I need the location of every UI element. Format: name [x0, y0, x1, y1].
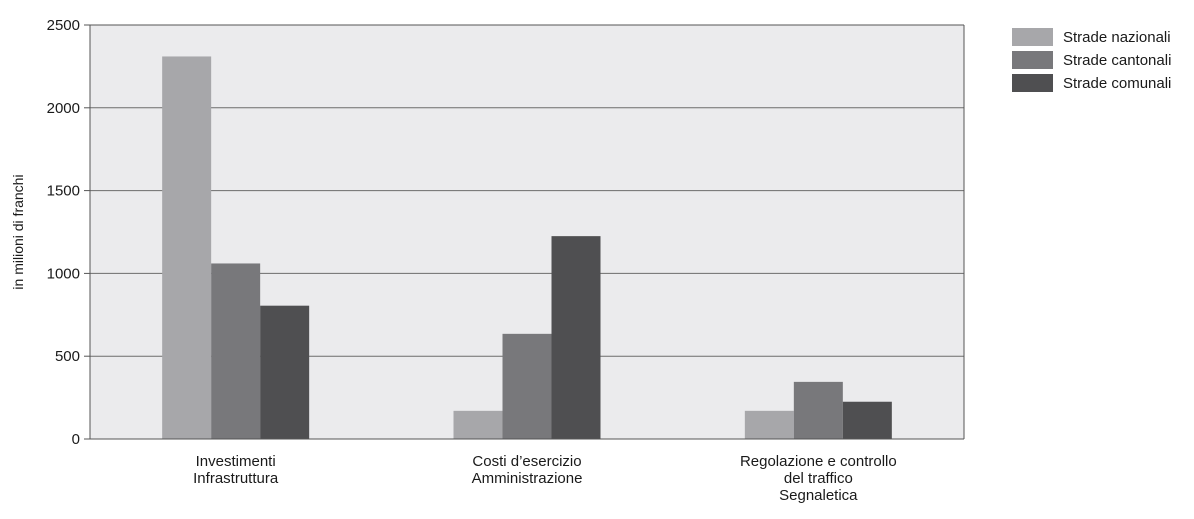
legend-label: Strade cantonali [1063, 52, 1171, 69]
x-category-label-line: Infrastruttura [193, 470, 279, 487]
bar-strade-comunali-1 [551, 236, 601, 439]
legend-swatch [1012, 28, 1053, 46]
bar-strade-nazionali-1 [453, 410, 503, 439]
x-category-label-line: Regolazione e controllo [740, 453, 897, 470]
y-tick-label: 1000 [47, 265, 80, 282]
bar-strade-cantonali-1 [502, 333, 552, 439]
bar-strade-comunali-2 [842, 401, 892, 439]
y-tick-label: 0 [72, 431, 80, 448]
x-category-label-line: Segnaletica [779, 487, 858, 504]
y-tick-label: 1500 [47, 183, 80, 200]
bar-strade-nazionali-0 [162, 56, 212, 440]
bar-strade-nazionali-2 [744, 410, 794, 439]
y-axis-title: in milioni di franchi [10, 174, 26, 289]
y-tick-label: 2500 [47, 17, 80, 34]
x-category-label-1: Costi d’esercizio Amministrazione [472, 453, 583, 487]
legend: Strade nazionali Strade cantonali Strade c… [1012, 28, 1171, 92]
x-category-label-line: Amministrazione [472, 470, 583, 487]
legend-label: Strade nazionali [1063, 29, 1171, 46]
bars [162, 56, 892, 440]
x-category-label-2: Regolazione e controllo del traffico Segna… [740, 453, 897, 504]
x-category-label-line: del traffico [784, 470, 853, 487]
axes [84, 24, 965, 440]
x-category-label-0: Investimenti Infrastruttura [193, 453, 279, 487]
bar-strade-cantonali-2 [793, 381, 843, 439]
legend-swatch [1012, 51, 1053, 69]
x-category-labels: Investimenti Infrastruttura Costi d’eserci… [193, 453, 897, 504]
y-tick-labels: 0 500 1000 1500 2000 2500 [47, 17, 80, 448]
legend-label: Strade comunali [1063, 75, 1171, 92]
x-category-label-line: Costi d’esercizio [472, 453, 581, 470]
bar-strade-comunali-0 [260, 305, 310, 439]
y-tick-label: 500 [55, 348, 80, 365]
y-tick-label: 2000 [47, 100, 80, 117]
x-category-label-line: Investimenti [196, 453, 276, 470]
legend-swatch [1012, 74, 1053, 92]
bar-strade-cantonali-0 [211, 263, 261, 439]
